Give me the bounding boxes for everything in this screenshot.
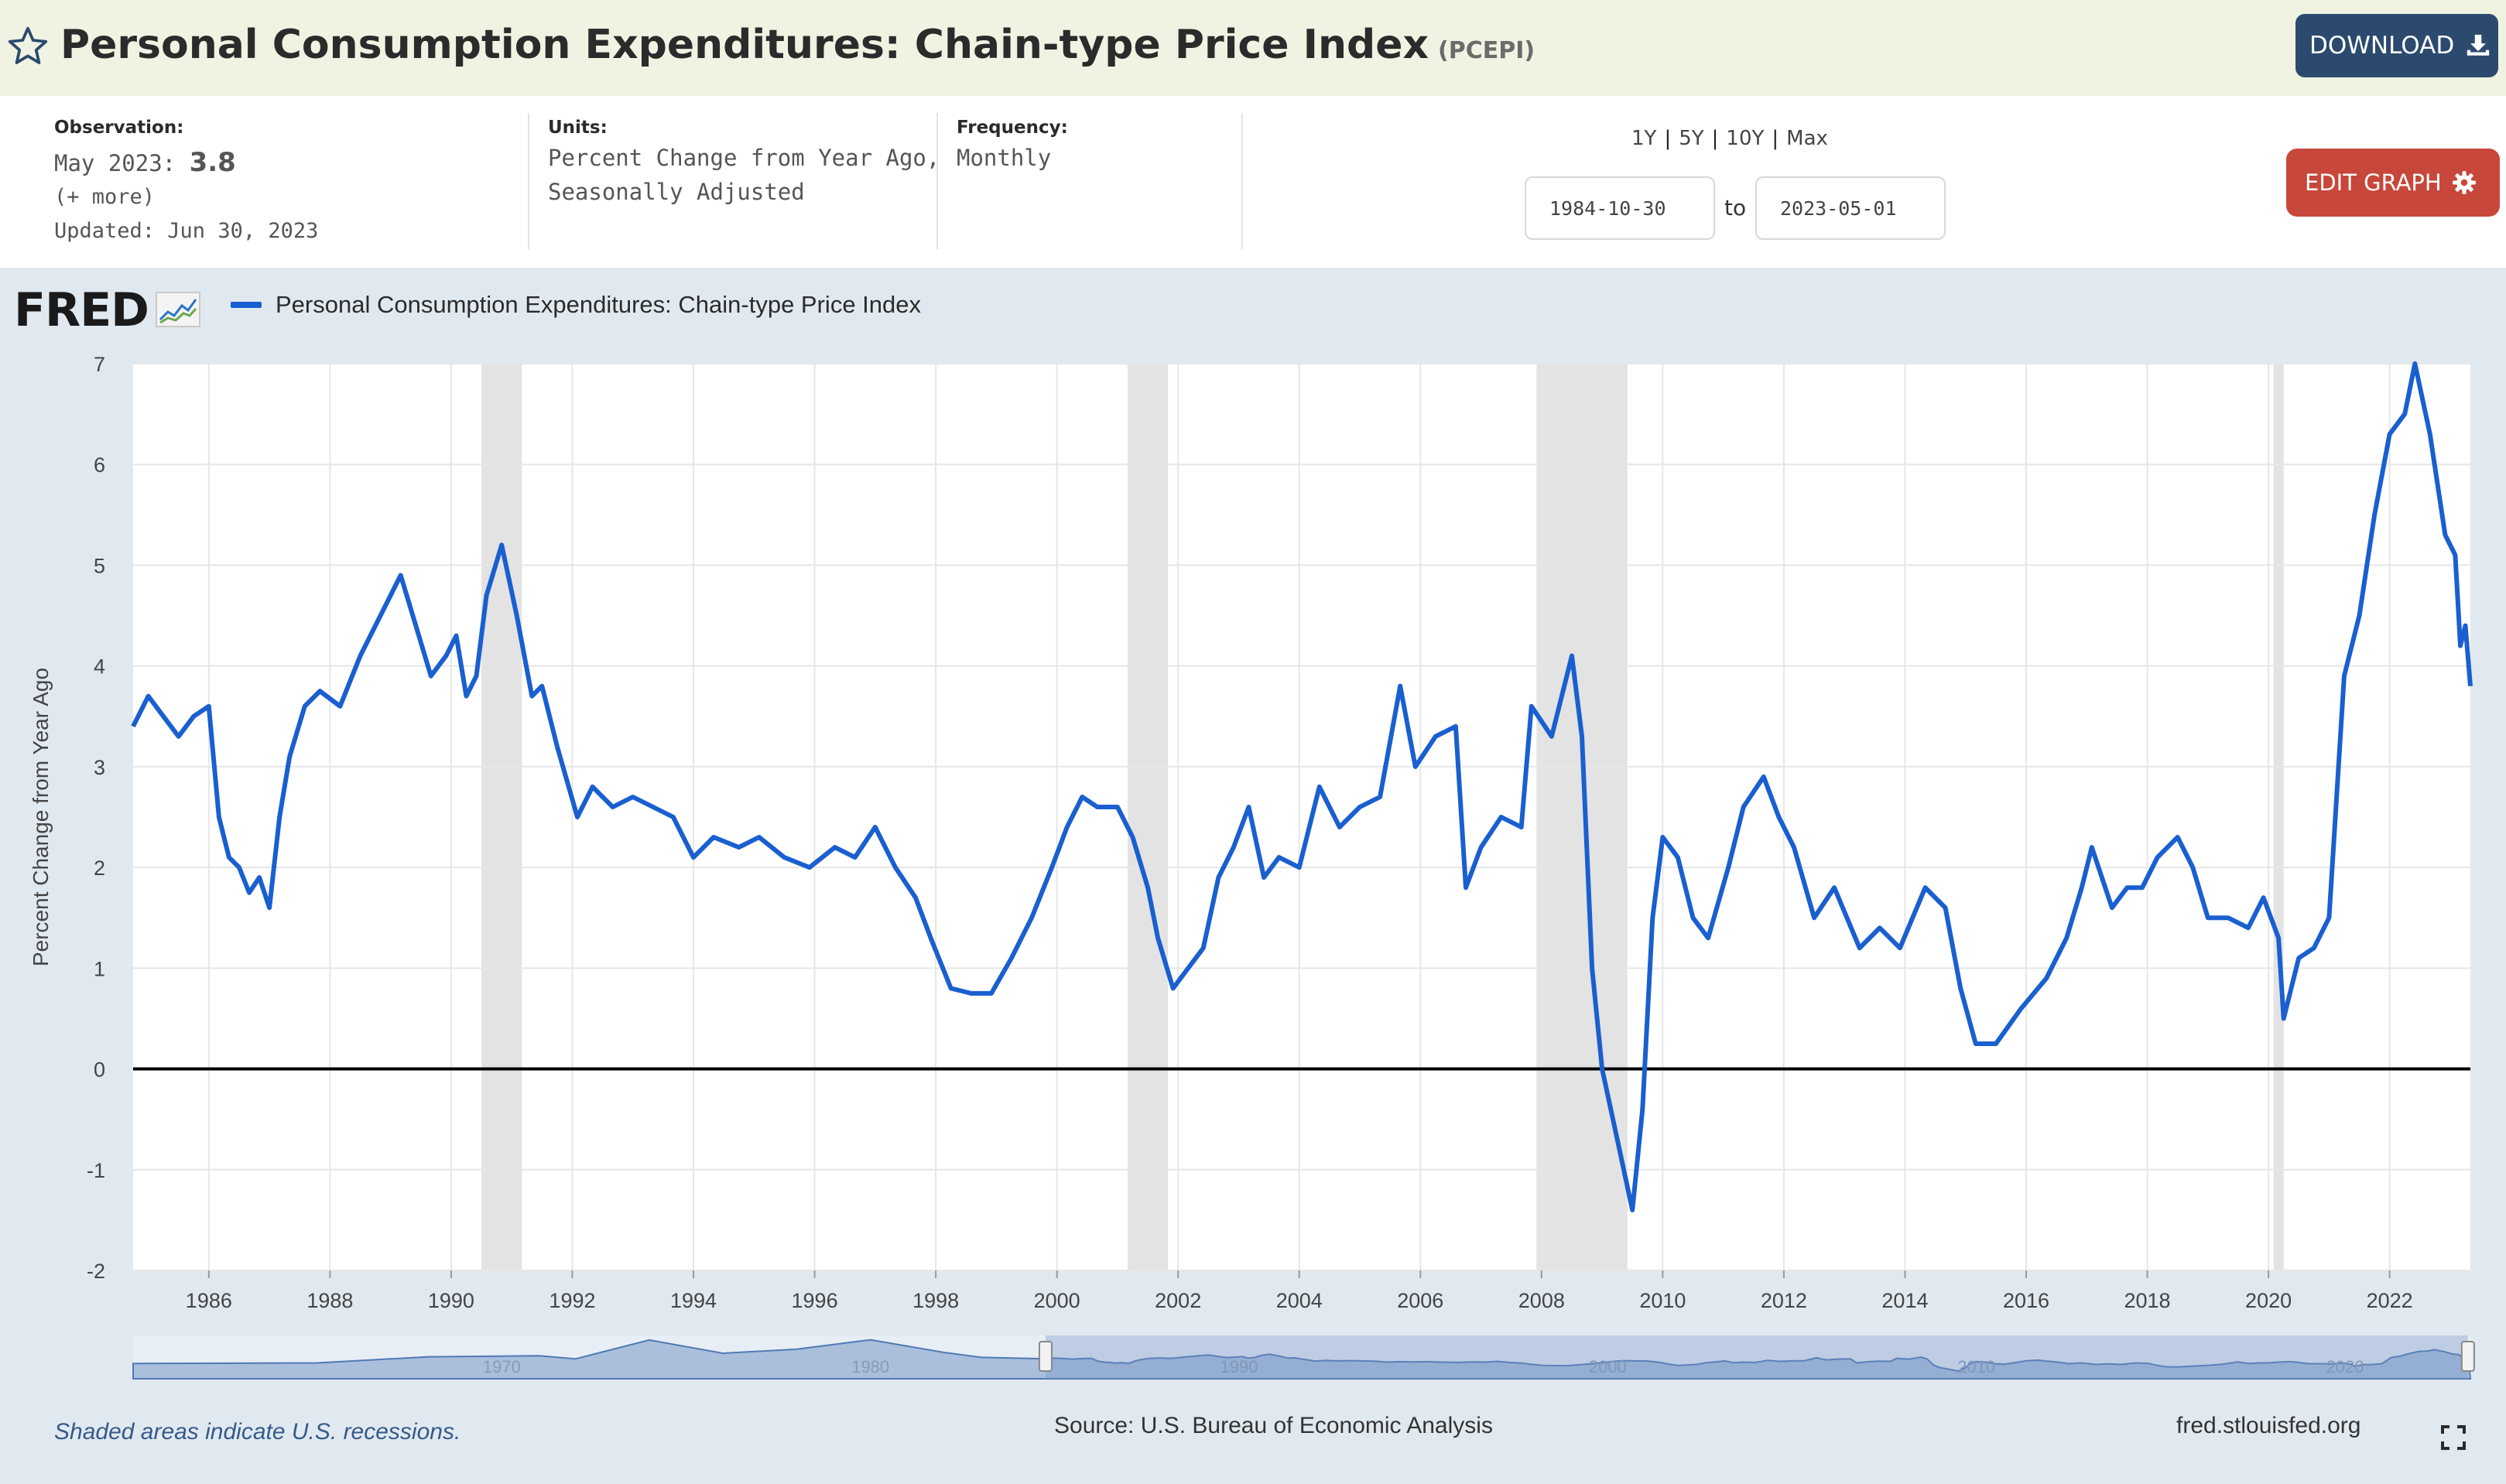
navigator-handle[interactable] bbox=[1038, 1341, 1053, 1372]
series-id: (PCEPI) bbox=[1438, 37, 1535, 64]
fullscreen-icon[interactable] bbox=[2441, 1425, 2466, 1450]
observation-date: May 2023: bbox=[54, 150, 176, 176]
fred-chart-icon bbox=[156, 292, 201, 327]
navigator-label: 1970 bbox=[483, 1357, 521, 1376]
navigator-label: 1980 bbox=[851, 1357, 889, 1376]
x-tick-label: 1986 bbox=[186, 1289, 232, 1312]
date-range-links: 1Y | 5Y | 10Y | Max bbox=[1631, 127, 1828, 150]
x-tick-label: 2010 bbox=[1639, 1289, 1686, 1312]
updated-date: Updated: Jun 30, 2023 bbox=[54, 219, 319, 243]
units-label: Units: bbox=[548, 118, 608, 138]
recession-band bbox=[1127, 364, 1169, 1270]
navigator-label: 2000 bbox=[1589, 1357, 1627, 1376]
x-tick-label: 1990 bbox=[428, 1289, 474, 1312]
source-credit: Source: U.S. Bureau of Economic Analysis bbox=[1054, 1413, 1493, 1438]
y-tick-label: 1 bbox=[94, 957, 105, 980]
divider bbox=[1241, 113, 1243, 249]
start-date-input[interactable]: 1984-10-30 bbox=[1525, 176, 1715, 240]
download-icon bbox=[2467, 34, 2490, 56]
y-tick-label: 5 bbox=[94, 554, 105, 577]
x-tick-label: 2016 bbox=[2003, 1289, 2049, 1312]
separator: | bbox=[1664, 127, 1672, 150]
edit-graph-button[interactable]: EDIT GRAPH bbox=[2286, 149, 2500, 217]
navigator-selection bbox=[1045, 1335, 2468, 1379]
x-tick-label: 2022 bbox=[2367, 1289, 2413, 1312]
observation-value-line: May 2023: 3.8 bbox=[54, 145, 318, 180]
x-tick-label: 1988 bbox=[306, 1289, 353, 1312]
y-axis-label: Percent Change from Year Ago bbox=[29, 668, 53, 966]
separator: | bbox=[1711, 127, 1719, 150]
frequency-label: Frequency: bbox=[957, 118, 1068, 138]
y-tick-label: 6 bbox=[94, 453, 105, 477]
divider bbox=[528, 113, 529, 249]
navigator-series-area bbox=[132, 1339, 2472, 1380]
x-tick-label: 2008 bbox=[1518, 1289, 1565, 1312]
range-link-5y[interactable]: 5Y bbox=[1679, 127, 1704, 150]
navigator-label: 2020 bbox=[2326, 1357, 2364, 1376]
divider bbox=[936, 113, 938, 249]
legend-label: Personal Consumption Expenditures: Chain… bbox=[276, 291, 922, 318]
recession-band bbox=[1536, 364, 1628, 1270]
series-line bbox=[131, 361, 2473, 1212]
frequency-value: Monthly bbox=[957, 145, 1052, 171]
y-tick-label: 3 bbox=[94, 756, 105, 779]
date-to-label: to bbox=[1724, 195, 1747, 221]
edit-graph-label: EDIT GRAPH bbox=[2305, 169, 2442, 196]
page-title: Personal Consumption Expenditures: Chain… bbox=[60, 22, 1535, 68]
y-tick-label: 0 bbox=[94, 1058, 105, 1082]
units-panel: Units: Percent Change from Year Ago, Sea… bbox=[548, 115, 940, 209]
y-tick-label: 4 bbox=[94, 655, 105, 679]
title-bar: Personal Consumption Expenditures: Chain… bbox=[0, 0, 2506, 96]
graph-area: -2 -1 0 1 2 3 4 5 6 7 1986 1988 1990 1992 1994 1996 1998… bbox=[0, 268, 2506, 1484]
x-tick-label: 2014 bbox=[1881, 1289, 1928, 1312]
range-link-1y[interactable]: 1Y bbox=[1631, 127, 1657, 150]
chart-legend: Personal Consumption Expenditures: Chain… bbox=[231, 291, 921, 319]
end-date-input[interactable]: 2023-05-01 bbox=[1755, 176, 1946, 240]
download-button[interactable]: DOWNLOAD bbox=[2295, 14, 2498, 77]
navigator-handle[interactable] bbox=[2460, 1341, 2475, 1372]
recession-band bbox=[2273, 364, 2284, 1270]
legend-swatch bbox=[231, 302, 262, 308]
x-tick-label: 1992 bbox=[549, 1289, 595, 1312]
y-tick-label: -1 bbox=[87, 1159, 105, 1182]
x-tick-label: 2006 bbox=[1397, 1289, 1443, 1312]
plot-background bbox=[133, 364, 2470, 1270]
y-tick-label: 2 bbox=[94, 857, 105, 880]
y-tick-label: -2 bbox=[87, 1260, 105, 1283]
recession-footnote: Shaded areas indicate U.S. recessions. bbox=[54, 1419, 461, 1445]
navigator-label: 2010 bbox=[1957, 1357, 1995, 1376]
observation-value: 3.8 bbox=[189, 147, 236, 178]
x-tick-label: 2002 bbox=[1155, 1289, 1201, 1312]
x-tick-label: 2012 bbox=[1761, 1289, 1807, 1312]
x-tick-label: 2004 bbox=[1276, 1289, 1323, 1312]
more-observations-link[interactable]: (+ more) bbox=[54, 185, 156, 209]
range-link-max[interactable]: Max bbox=[1786, 127, 1828, 150]
recession-band bbox=[481, 364, 522, 1270]
y-tick-label: 7 bbox=[94, 353, 105, 376]
units-line-1: Percent Change from Year Ago, bbox=[548, 145, 940, 171]
frequency-panel: Frequency: Monthly bbox=[957, 115, 1068, 175]
observation-panel: Observation: May 2023: 3.8 (+ more) Upda… bbox=[54, 115, 318, 248]
star-icon[interactable] bbox=[6, 25, 50, 68]
fred-logo-text: FRED bbox=[14, 283, 149, 337]
x-tick-label: 1996 bbox=[792, 1289, 838, 1312]
chart: -2 -1 0 1 2 3 4 5 6 7 1986 1988 1990 1992 1994 1996 1998… bbox=[29, 353, 2475, 1380]
range-link-10y[interactable]: 10Y bbox=[1726, 127, 1765, 150]
observation-label: Observation: bbox=[54, 118, 184, 138]
fred-logo: FRED bbox=[14, 283, 201, 337]
download-label: DOWNLOAD bbox=[2309, 32, 2455, 60]
series-info-row: Observation: May 2023: 3.8 (+ more) Upda… bbox=[0, 96, 2506, 268]
x-tick-label: 1998 bbox=[912, 1289, 959, 1312]
navigator-label: 1990 bbox=[1220, 1357, 1258, 1376]
x-tick-label: 2018 bbox=[2124, 1289, 2171, 1312]
units-line-2: Seasonally Adjusted bbox=[548, 179, 805, 205]
x-tick-label: 2020 bbox=[2245, 1289, 2292, 1312]
gear-icon bbox=[2452, 171, 2476, 194]
x-tick-label: 1994 bbox=[670, 1289, 717, 1312]
x-tick-label: 2000 bbox=[1034, 1289, 1080, 1312]
series-title: Personal Consumption Expenditures: Chain… bbox=[60, 22, 1429, 68]
separator: | bbox=[1772, 127, 1779, 150]
fred-url-link[interactable]: fred.stlouisfed.org bbox=[2176, 1413, 2361, 1438]
